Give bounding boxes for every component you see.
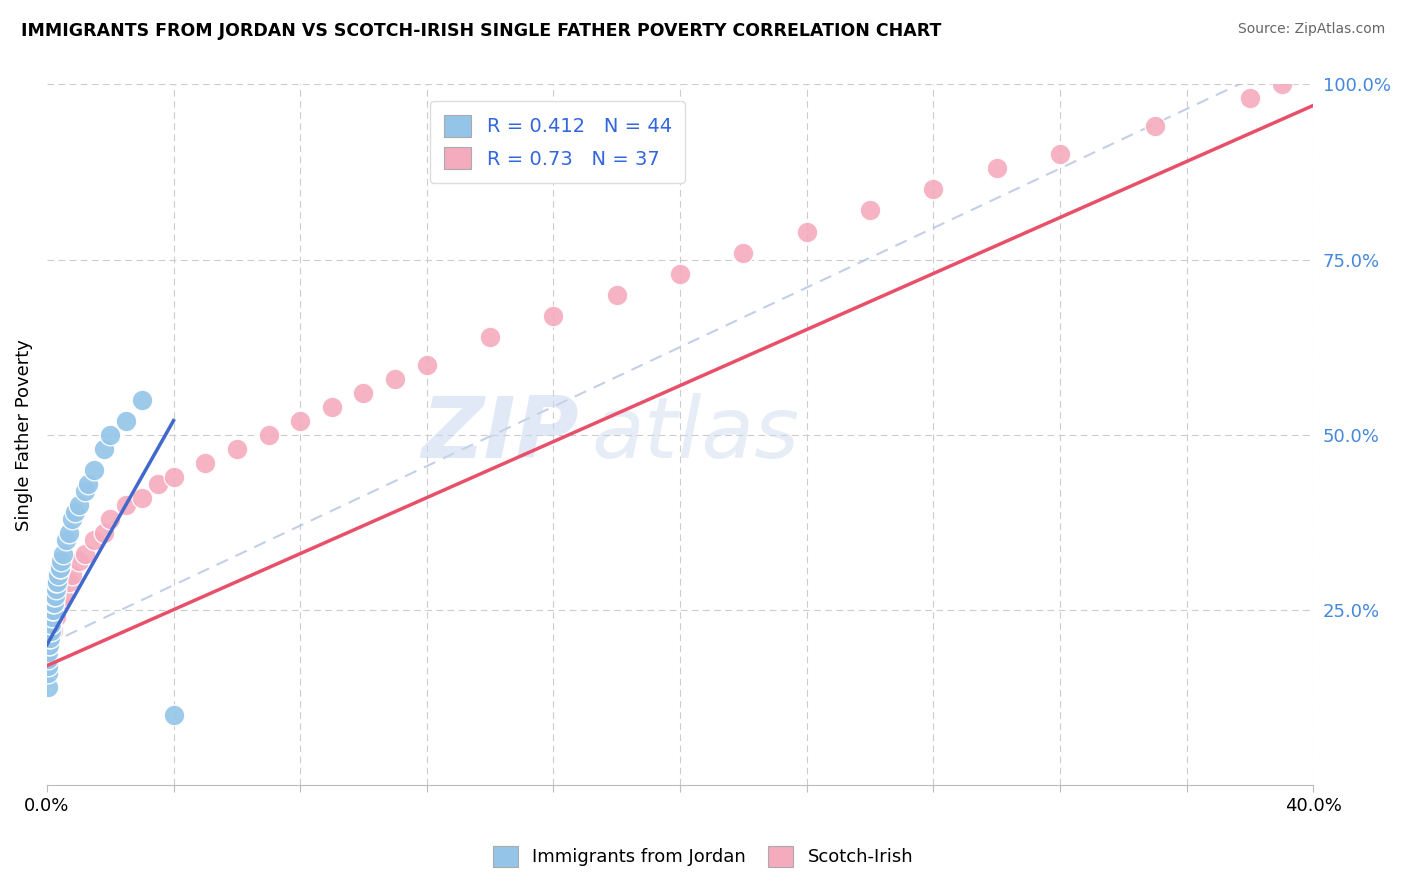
Point: [39, 638, 62, 652]
Point: [98, 427, 121, 442]
Text: IMMIGRANTS FROM JORDAN VS SCOTCH-IRISH SINGLE FATHER POVERTY CORRELATION CHART: IMMIGRANTS FROM JORDAN VS SCOTCH-IRISH S…: [21, 22, 942, 40]
Point: [733, 245, 755, 260]
Point: [39, 624, 62, 638]
Point: [162, 707, 184, 722]
Point: [65, 505, 87, 519]
Point: [42, 624, 65, 638]
Point: [73, 483, 96, 498]
Legend: R = 0.412   N = 44, R = 0.73   N = 37: R = 0.412 N = 44, R = 0.73 N = 37: [430, 101, 685, 183]
Point: [93, 442, 115, 456]
Point: [73, 547, 96, 561]
Point: [60, 567, 83, 582]
Point: [1239, 91, 1261, 105]
Point: [45, 609, 67, 624]
Point: [859, 203, 882, 218]
Text: ZIP: ZIP: [422, 393, 579, 476]
Point: [37, 658, 59, 673]
Point: [796, 225, 818, 239]
Point: [257, 427, 280, 442]
Point: [146, 476, 169, 491]
Point: [77, 476, 100, 491]
Point: [37, 665, 59, 680]
Point: [60, 511, 83, 525]
Point: [38, 638, 60, 652]
Point: [46, 574, 69, 589]
Point: [52, 547, 75, 561]
Point: [41, 609, 63, 624]
Point: [1143, 120, 1166, 134]
Point: [38, 638, 60, 652]
Point: [48, 596, 70, 610]
Point: [288, 414, 311, 428]
Point: [44, 589, 66, 603]
Point: [1271, 78, 1294, 92]
Point: [41, 616, 63, 631]
Text: Source: ZipAtlas.com: Source: ZipAtlas.com: [1237, 22, 1385, 37]
Point: [58, 574, 80, 589]
Point: [45, 582, 67, 596]
Point: [543, 309, 565, 323]
Point: [49, 554, 72, 568]
Point: [41, 602, 63, 616]
Point: [48, 560, 70, 574]
Point: [922, 182, 945, 196]
Point: [52, 589, 75, 603]
Point: [321, 400, 343, 414]
Point: [606, 287, 628, 301]
Point: [225, 442, 247, 456]
Point: [44, 589, 66, 603]
Point: [37, 645, 59, 659]
Point: [41, 609, 63, 624]
Point: [37, 680, 59, 694]
Point: [39, 616, 62, 631]
Point: [42, 596, 65, 610]
Point: [98, 511, 121, 525]
Point: [41, 602, 63, 616]
Point: [115, 498, 138, 512]
Point: [83, 533, 105, 547]
Point: [416, 358, 439, 372]
Point: [353, 385, 375, 400]
Point: [93, 525, 115, 540]
Text: atlas: atlas: [592, 393, 800, 476]
Point: [42, 602, 65, 616]
Point: [384, 371, 406, 385]
Point: [162, 469, 184, 483]
Point: [39, 624, 62, 638]
Point: [37, 651, 59, 665]
Point: [45, 574, 67, 589]
Point: [131, 392, 153, 407]
Point: [38, 631, 60, 645]
Point: [46, 567, 69, 582]
Point: [48, 560, 70, 574]
Legend: Immigrants from Jordan, Scotch-Irish: Immigrants from Jordan, Scotch-Irish: [485, 838, 921, 874]
Y-axis label: Single Father Poverty: Single Father Poverty: [15, 339, 32, 531]
Point: [669, 267, 692, 281]
Point: [38, 631, 60, 645]
Point: [42, 596, 65, 610]
Point: [986, 161, 1008, 176]
Point: [55, 533, 77, 547]
Point: [83, 462, 105, 476]
Point: [58, 525, 80, 540]
Point: [194, 456, 217, 470]
Point: [1049, 147, 1071, 161]
Point: [67, 498, 90, 512]
Point: [39, 616, 62, 631]
Point: [115, 414, 138, 428]
Point: [67, 554, 90, 568]
Point: [479, 329, 502, 343]
Point: [131, 491, 153, 505]
